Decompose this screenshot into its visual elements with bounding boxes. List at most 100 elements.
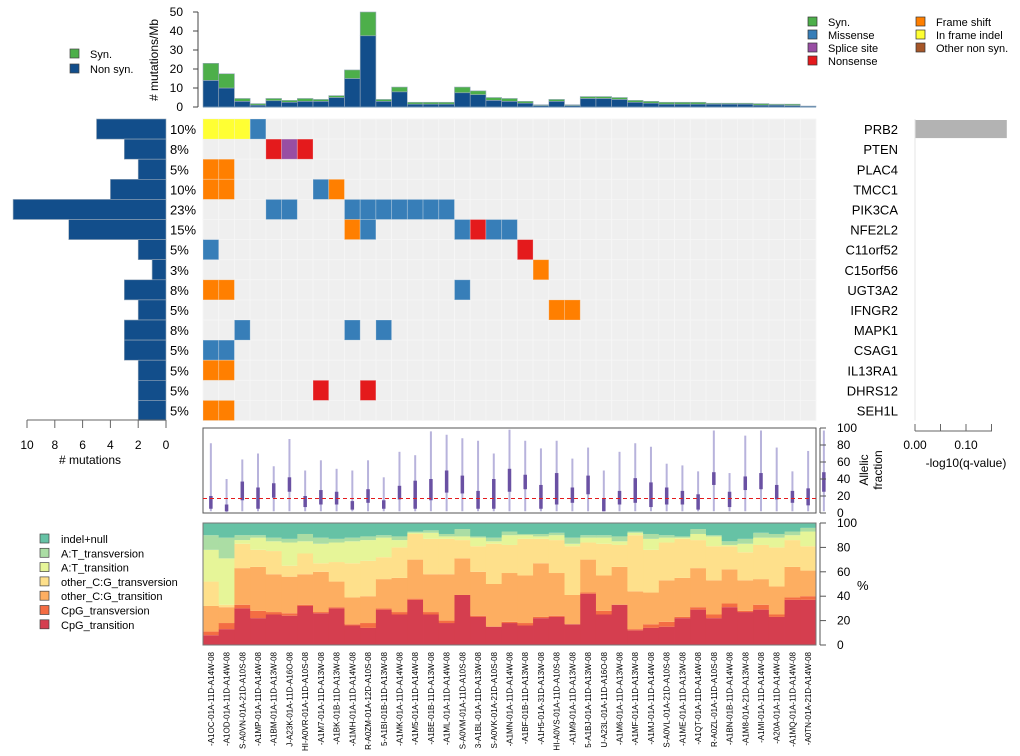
oncoprint-empty-cell <box>532 118 550 140</box>
spectrum-segment-a-t-transition <box>423 532 440 539</box>
spectrum-segment-other-c-g-transition <box>501 573 518 622</box>
gene-label: MAPK1 <box>854 323 898 338</box>
oncoprint-empty-cell <box>359 399 377 421</box>
tmb-bar-nonsyn <box>359 35 377 108</box>
tmb-bar-syn <box>344 69 361 79</box>
oncoprint-empty-cell <box>406 138 424 160</box>
spectrum-segment-cpg-transversion <box>391 612 408 615</box>
oncoprint-empty-cell <box>642 379 660 401</box>
oncoprint-empty-cell <box>516 299 534 321</box>
spectrum-segment-cpg-transition <box>218 629 235 645</box>
oncoprint-empty-cell <box>532 219 550 241</box>
oncoprint-empty-cell <box>249 339 267 361</box>
oncoprint-empty-cell <box>391 399 408 421</box>
oncoprint-cell-missense <box>454 279 471 301</box>
oncoprint-empty-cell <box>721 379 738 401</box>
spectrum-segment-other-c-g-transversion <box>281 565 298 577</box>
gene-label: C15orf56 <box>845 263 898 278</box>
q-value-bars: 0.00 0.10 -log10(q-value) <box>903 119 1007 470</box>
spectrum-segment-other-c-g-transversion <box>643 549 660 593</box>
oncoprint-empty-cell <box>422 299 440 321</box>
oncoprint-empty-cell <box>721 259 738 281</box>
oncoprint-empty-cell <box>281 339 298 361</box>
spectrum-legend-label: A:T_transition <box>61 563 129 575</box>
oncoprint-empty-cell <box>218 219 235 241</box>
spectrum-segment-other-c-g-transition <box>407 559 424 599</box>
oncoprint-empty-cell <box>359 178 377 200</box>
oncoprint-empty-cell <box>375 158 393 180</box>
spectrum-segment-a-t-transition <box>768 537 785 548</box>
oncoprint-cell-in-frame-indel <box>234 118 251 140</box>
spectrum-segment-a-t-transversion <box>313 537 330 544</box>
spectrum-segment-cpg-transition <box>407 599 424 645</box>
gene-label: CSAG1 <box>854 343 898 358</box>
oncoprint-cell-frame-shift <box>218 279 235 301</box>
oncoprint-empty-cell <box>737 259 754 281</box>
spectrum-segment-other-c-g-transition <box>690 568 707 608</box>
oncoprint-cell-nonsense <box>516 239 534 261</box>
oncoprint-empty-cell <box>658 379 675 401</box>
oncoprint-empty-cell <box>281 239 298 261</box>
oncoprint-empty-cell <box>344 299 361 321</box>
oncoprint-empty-cell <box>501 339 518 361</box>
spectrum-segment-other-c-g-transversion <box>627 535 644 592</box>
spectrum-segment-indel-null <box>297 523 314 534</box>
spectrum-segment-other-c-g-transversion <box>203 581 220 606</box>
oncoprint-empty-cell <box>721 198 738 220</box>
oncoprint-empty-cell <box>799 219 817 241</box>
spectrum-segment-a-t-transversion <box>705 535 723 537</box>
oncoprint-empty-cell <box>548 198 565 220</box>
oncoprint-empty-cell <box>548 279 565 301</box>
tmb-bar-syn <box>391 86 408 93</box>
spectrum-segment-cpg-transition <box>501 623 518 645</box>
spectrum-segment-cpg-transition <box>360 627 377 645</box>
spectrum-segment-cpg-transversion <box>690 607 707 610</box>
spectrum-segment-a-t-transversion <box>580 535 597 538</box>
spectrum-segment-other-c-g-transversion <box>501 544 518 574</box>
spectrum-segment-a-t-transversion <box>627 531 644 533</box>
allelic-y-tick-label: 40 <box>837 472 851 486</box>
tmb-bar-syn <box>265 98 282 102</box>
sample-label: -A1BE-01B-11D-A13W-08 <box>427 651 436 744</box>
spectrum-segment-a-t-transition <box>501 535 518 545</box>
oncoprint-empty-cell <box>658 339 675 361</box>
oncoprint-cell-missense <box>359 219 377 241</box>
oncoprint-cell-frame-shift <box>532 259 550 281</box>
oncoprint-cell-frame-shift <box>202 279 220 301</box>
sample-label: R-A0ZM-01A-12D-A10S-08 <box>364 651 373 749</box>
oncoprint-empty-cell <box>328 219 345 241</box>
oncoprint-empty-cell <box>579 198 597 220</box>
oncoprint-empty-cell <box>218 239 235 261</box>
oncoprint-empty-cell <box>516 319 534 341</box>
oncoprint-empty-cell <box>344 118 361 140</box>
oncoprint-empty-cell <box>642 198 660 220</box>
oncoprint-empty-cell <box>234 158 251 180</box>
spectrum-segment-cpg-transversion <box>423 612 440 615</box>
spectrum-segment-indel-null <box>423 523 440 531</box>
tmb-y-tick-label: 30 <box>170 43 184 57</box>
gene-percent-label: 5% <box>170 243 189 258</box>
oncoprint-empty-cell <box>454 178 471 200</box>
spectrum-segment-indel-null <box>313 523 330 538</box>
tmb-bar-syn <box>234 98 251 102</box>
oncoprint-empty-cell <box>249 399 267 421</box>
oncoprint-empty-cell <box>265 178 282 200</box>
oncoprint-empty-cell <box>438 379 455 401</box>
spectrum-segment-cpg-transition <box>533 618 550 645</box>
oncoprint-empty-cell <box>705 138 723 160</box>
spectrum-segment-a-t-transversion <box>485 537 503 542</box>
spectrum-segment-cpg-transition <box>768 616 785 645</box>
spectrum-segment-a-t-transition <box>328 542 345 563</box>
oncoprint-empty-cell <box>768 118 785 140</box>
oncoprint-empty-cell <box>234 198 251 220</box>
oncoprint-empty-cell <box>234 239 251 261</box>
oncoprint-empty-cell <box>658 158 675 180</box>
oncoprint-empty-cell <box>689 198 707 220</box>
oncoprint-empty-cell <box>752 158 770 180</box>
oncoprint-cell-frame-shift <box>218 158 235 180</box>
oncoprint-empty-cell <box>281 319 298 341</box>
oncoprint-cell-missense <box>485 219 503 241</box>
oncoprint-empty-cell <box>784 138 801 160</box>
oncoprint-empty-cell <box>799 399 817 421</box>
tmb-bar-syn <box>642 101 660 104</box>
